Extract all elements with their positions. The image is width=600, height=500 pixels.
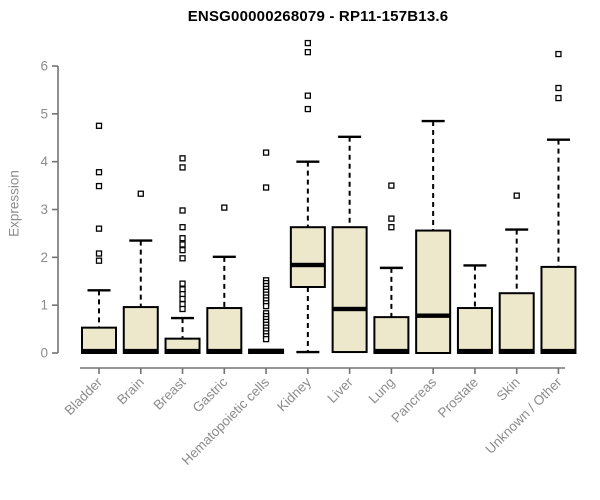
outlier-point [262,184,270,191]
outlier-point [179,224,186,231]
outlier-point [555,84,562,92]
x-category-label: Liver [324,374,356,406]
median-line [290,262,325,268]
median-line [123,348,158,354]
box-rect [540,265,577,355]
median-line [82,348,116,354]
outlier-point [262,302,270,310]
outlier-point [555,94,562,102]
box-group-gastric [206,204,243,354]
box-rect [373,316,410,355]
outlier-point [179,241,186,248]
outlier-point [179,305,186,313]
median-line [207,348,242,354]
box-rect [498,292,535,354]
y-tick-label: 5 [40,106,48,121]
outlier-point [304,105,312,113]
y-tick-label: 1 [40,298,48,313]
outlier-point [179,280,186,287]
outlier-point [179,164,186,171]
outlier-point [388,215,395,222]
x-category-label: Kidney [274,374,314,414]
median-line [249,349,284,354]
outlier-point [262,335,270,343]
median-line [457,348,492,354]
box-rect [331,226,368,354]
box-rect [122,306,159,354]
outlier-point [555,50,562,58]
median-line [332,306,367,312]
box-group-unknown-other [540,50,577,355]
median-line [499,348,534,354]
box-rect [206,307,243,354]
x-category-label: Gastric [190,374,231,415]
median-line [165,348,200,354]
median-line [416,313,451,318]
chart-title: ENSG00000268079 - RP11-157B13.6 [187,8,449,25]
outlier-point [304,92,312,99]
box-group-breast [164,155,201,355]
outlier-point [179,247,186,254]
outlier-point [179,295,186,303]
x-category-label: Skin [494,375,523,404]
x-category-label: Brain [114,375,147,408]
box-group-prostate [456,264,493,354]
median-line [541,348,576,354]
outlier-point [179,155,186,162]
box-group-bladder [81,122,117,354]
box-rect [415,229,452,355]
median-line [374,348,409,354]
box-rect [81,326,117,354]
outlier-point [304,48,312,56]
outlier-point [137,190,144,197]
box-rect [289,226,326,288]
outlier-point [221,204,228,211]
outlier-point [95,225,103,232]
outlier-point [95,250,103,257]
box-group-kidney [289,39,326,354]
x-category-label: Breast [150,374,188,412]
y-tick-label: 2 [40,250,48,265]
outlier-point [513,192,520,199]
outlier-point [262,149,270,156]
box-rect [456,307,493,354]
x-category-label: Unknown / Other [482,374,565,457]
box-group-hematopoietic-cells [248,149,285,354]
outlier-point [95,257,103,264]
outlier-point [95,182,103,190]
y-tick-label: 6 [40,59,48,74]
box-group-lung [373,182,410,355]
outlier-point [388,182,395,189]
y-tick-label: 4 [40,154,48,169]
x-category-label: Pancreas [388,374,439,425]
outlier-point [179,207,186,214]
box-group-pancreas [415,119,452,355]
x-category-label: Prostate [435,375,481,421]
box-group-liver [331,135,368,354]
outlier-point [304,39,312,47]
box-group-brain [122,190,159,354]
x-category-label: Bladder [62,374,106,418]
outlier-point [95,122,103,129]
outlier-point [179,255,186,262]
outlier-point [388,224,395,231]
x-category-label: Lung [366,375,398,407]
box-group-skin [498,192,535,354]
outlier-point [95,169,103,176]
y-tick-label: 3 [40,202,48,217]
outlier-point [179,235,186,242]
y-tick-label: 0 [40,346,48,361]
